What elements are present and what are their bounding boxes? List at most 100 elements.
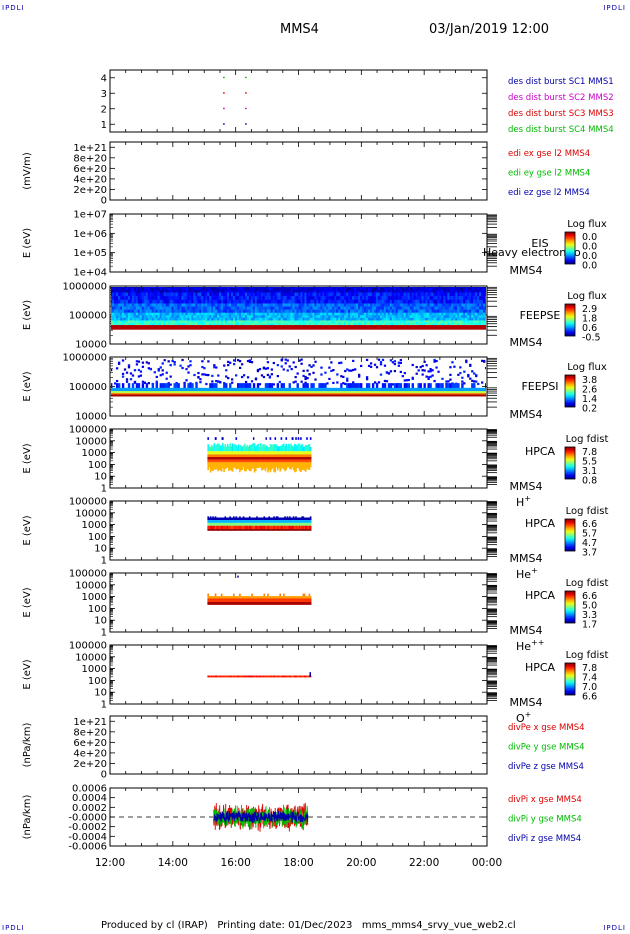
spectrogram-cell: [211, 323, 214, 326]
spectrogram-cell: [338, 296, 341, 301]
spectrogram-cell: [203, 317, 206, 321]
spectrogram-cell: [113, 292, 117, 297]
spectrogram-cell: [389, 323, 393, 326]
spectrogram-cell: [405, 320, 409, 323]
spectrogram-speck: [445, 380, 448, 383]
spectrogram-cell: [143, 394, 147, 397]
spectrogram-speck: [173, 363, 176, 366]
spectrogram-cell: [360, 383, 363, 389]
spectrogram-cell: [314, 290, 317, 293]
spectrogram-cell: [296, 317, 299, 321]
spectrogram-speck: [338, 361, 341, 365]
y-tick-label: 10000: [75, 436, 107, 447]
spectrogram-cell: [451, 393, 454, 395]
spectrogram-cell: [157, 315, 161, 319]
spectrogram-cell: [334, 391, 337, 394]
spectrogram-cell: [485, 320, 486, 323]
spectrogram-speck: [203, 367, 206, 370]
spectrogram-cell: [389, 321, 393, 324]
spectrogram-speck: [467, 375, 470, 378]
spectrogram-cell: [187, 290, 190, 293]
spectrogram-cell: [356, 323, 359, 326]
spectrogram-cell: [276, 303, 280, 307]
spectrogram-cell: [457, 299, 460, 304]
spectrogram-cell: [129, 288, 133, 291]
spectrogram-cell: [316, 303, 319, 307]
spectrogram-cell: [157, 323, 161, 326]
spectrogram-cell: [485, 394, 486, 397]
spectrogram-cell: [469, 296, 472, 301]
spectrogram-speck: [231, 381, 234, 384]
spectrogram-cell: [455, 394, 458, 397]
spectrogram-cell: [157, 299, 161, 304]
spectrogram-cell: [213, 303, 216, 307]
spectrogram-cell: [389, 296, 393, 301]
spectrogram-cell: [377, 315, 381, 319]
spectrogram-cell: [258, 323, 262, 326]
spectrogram-cell: [302, 317, 305, 321]
spectrogram-cell: [173, 309, 176, 314]
spectrogram-cell: [453, 317, 456, 321]
spectrogram-cell: [209, 312, 212, 316]
spectrogram-cell: [159, 290, 162, 293]
spectrogram-speck: [308, 373, 311, 376]
spectrogram-cell: [361, 292, 365, 297]
spectrogram-cell: [113, 317, 117, 321]
spectrogram-cell: [173, 320, 176, 323]
spectrogram-cell: [145, 394, 149, 397]
spectrogram-speck: [181, 358, 184, 362]
spectrogram-speck: [121, 372, 125, 376]
spectrogram-cell: [205, 303, 208, 307]
y-tick-label: 8e+20: [73, 153, 107, 164]
spectrogram-speck: [211, 374, 214, 377]
spectrogram-cell: [137, 290, 141, 293]
spectrogram-cell: [133, 321, 137, 324]
spectrogram-cell: [117, 309, 121, 314]
spectrogram-cell: [149, 321, 153, 324]
spectrogram-cell: [169, 315, 172, 319]
spectrogram-cell: [479, 387, 482, 392]
spectrogram-cell: [207, 394, 210, 397]
spectrogram-cell: [161, 393, 164, 395]
spectrogram-cell: [457, 321, 460, 324]
spectrogram-cell: [473, 309, 476, 314]
spectrogram-cell: [131, 325, 135, 330]
spectrogram-cell: [149, 315, 153, 319]
spectrogram-speck: [352, 381, 355, 384]
spectrogram-cell: [282, 296, 286, 301]
spectrogram-cell: [137, 323, 141, 326]
spectrogram-cell: [429, 306, 432, 310]
spectrogram-cell: [131, 393, 135, 395]
spectrogram-cell: [326, 387, 329, 392]
spectrogram-cell: [385, 315, 389, 319]
spectrogram-cell: [115, 288, 119, 291]
spectrogram-cell: [161, 325, 164, 330]
spectrogram-cell: [419, 315, 422, 319]
spectrogram-cell: [244, 296, 248, 301]
spectrogram-cell: [310, 299, 313, 304]
spectrogram-cell: [393, 393, 397, 395]
spectrogram-cell: [443, 323, 446, 326]
spectrogram-cell: [193, 320, 196, 323]
spectrogram-cell: [350, 287, 353, 289]
spectrogram-cell: [121, 325, 125, 330]
spectrogram-speck: [294, 365, 297, 369]
spectrogram-cell: [425, 325, 428, 330]
spectrogram-speck: [187, 365, 190, 368]
spectrogram-cell: [360, 321, 363, 324]
spectrogram-cell: [141, 325, 145, 330]
spectrogram-cell: [219, 303, 222, 307]
spectrogram-cell: [270, 312, 274, 316]
spectrogram-cell: [401, 292, 405, 297]
spectrogram-cell: [314, 317, 317, 321]
spectrogram-cell: [403, 306, 407, 310]
spectrogram-cell: [485, 292, 486, 297]
spectrogram-cell: [485, 290, 486, 293]
spectrogram-cell: [373, 321, 377, 324]
spectrogram-cell: [256, 299, 260, 304]
spectrogram-cell: [155, 393, 159, 395]
spectrogram-cell: [215, 287, 218, 289]
spectrogram-cell: [231, 317, 234, 321]
spectrogram-cell: [235, 325, 238, 330]
spectrogram-cell: [431, 312, 434, 316]
